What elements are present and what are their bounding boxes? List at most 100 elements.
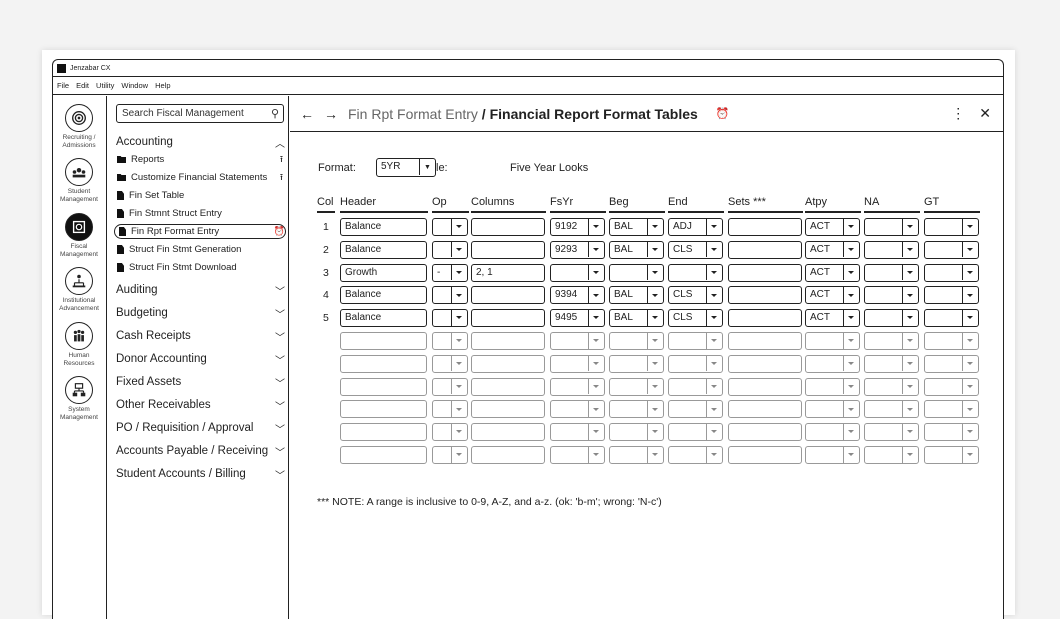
select-fsyr[interactable]: 9495 — [550, 309, 605, 328]
menu-edit[interactable]: Edit — [76, 81, 90, 90]
select-atpy[interactable]: ACT — [805, 286, 860, 305]
chevron-down-icon[interactable] — [647, 241, 663, 258]
chevron-down-icon[interactable] — [706, 401, 722, 417]
select-fsyr[interactable]: 9192 — [550, 218, 605, 236]
rail-item-4[interactable]: Institutional Advancement — [53, 267, 105, 313]
chevron-down-icon[interactable] — [588, 241, 604, 258]
select-gt[interactable] — [924, 240, 979, 259]
select-beg[interactable] — [609, 423, 664, 442]
chevron-down-icon[interactable] — [902, 287, 918, 303]
select-fsyr[interactable] — [550, 377, 605, 396]
select-fsyr[interactable] — [550, 423, 605, 442]
chevron-down-icon[interactable] — [451, 378, 467, 395]
chevron-down-icon[interactable] — [902, 424, 918, 440]
chevron-down-icon[interactable] — [843, 287, 859, 303]
chevron-down-icon[interactable] — [706, 333, 722, 349]
select-gt[interactable] — [924, 263, 979, 282]
input-columns[interactable] — [471, 286, 545, 305]
select-fsyr[interactable] — [550, 400, 605, 419]
chevron-down-icon[interactable] — [962, 355, 978, 372]
chevron-down-icon[interactable] — [706, 447, 722, 463]
chevron-down-icon[interactable] — [962, 310, 978, 326]
chevron-down-icon[interactable]: ﹀ — [275, 401, 285, 413]
select-beg[interactable] — [609, 263, 664, 282]
chevron-down-icon[interactable] — [706, 310, 722, 326]
select-na[interactable] — [864, 446, 919, 464]
chevron-down-icon[interactable] — [843, 424, 859, 440]
nav-item-1[interactable]: Reports ⭱ — [117, 152, 283, 167]
nav-section-5[interactable]: Fixed Assets ﹀ — [116, 374, 286, 390]
nav-item-2[interactable]: Customize Financial Statements ⭱ — [117, 170, 283, 185]
chevron-down-icon[interactable] — [647, 264, 663, 281]
select-beg[interactable]: BAL — [609, 309, 664, 328]
close-icon[interactable]: ✕ — [979, 105, 991, 121]
chevron-down-icon[interactable] — [647, 310, 663, 326]
search-icon[interactable]: ⚲ — [270, 108, 279, 120]
select-op[interactable] — [432, 286, 468, 305]
select-atpy[interactable]: ACT — [805, 263, 860, 282]
input-sets[interactable] — [728, 218, 802, 236]
chevron-down-icon[interactable] — [588, 401, 604, 417]
select-na[interactable] — [864, 400, 919, 419]
chevron-down-icon[interactable] — [706, 355, 722, 372]
chevron-down-icon[interactable] — [902, 333, 918, 349]
input-sets[interactable] — [728, 446, 802, 464]
select-end[interactable]: CLS — [668, 240, 723, 259]
input-header[interactable]: Balance — [340, 286, 427, 305]
nav-item-6[interactable]: Struct Fin Stmt Generation — [117, 242, 283, 257]
nav-section-1[interactable]: Auditing ﹀ — [116, 282, 286, 298]
chevron-down-icon[interactable]: ﹀ — [275, 470, 285, 482]
select-op[interactable] — [432, 377, 468, 396]
select-na[interactable] — [864, 423, 919, 442]
chevron-down-icon[interactable] — [962, 378, 978, 395]
select-atpy[interactable] — [805, 377, 860, 396]
chevron-down-icon[interactable] — [451, 355, 467, 372]
chevron-down-icon[interactable] — [843, 241, 859, 258]
select-beg[interactable] — [609, 377, 664, 396]
chevron-down-icon[interactable] — [843, 310, 859, 326]
select-fsyr[interactable] — [550, 446, 605, 464]
select-gt[interactable] — [924, 332, 979, 350]
chevron-down-icon[interactable] — [843, 219, 859, 235]
chevron-down-icon[interactable] — [451, 310, 467, 326]
chevron-down-icon[interactable] — [588, 219, 604, 235]
chevron-down-icon[interactable] — [588, 378, 604, 395]
select-na[interactable] — [864, 354, 919, 373]
chevron-down-icon[interactable]: ﹀ — [275, 309, 285, 321]
input-header[interactable] — [340, 354, 427, 373]
chevron-down-icon[interactable] — [451, 264, 467, 281]
select-op[interactable] — [432, 446, 468, 464]
chevron-down-icon[interactable] — [647, 333, 663, 349]
select-na[interactable] — [864, 309, 919, 328]
chevron-down-icon[interactable] — [706, 287, 722, 303]
chevron-down-icon[interactable] — [843, 355, 859, 372]
select-end[interactable] — [668, 263, 723, 282]
select-na[interactable] — [864, 377, 919, 396]
chevron-down-icon[interactable] — [843, 401, 859, 417]
chevron-down-icon[interactable] — [843, 447, 859, 463]
chevron-down-icon[interactable] — [962, 264, 978, 281]
nav-item-5[interactable]: Fin Rpt Format Entry ⏰ — [114, 224, 286, 239]
nav-item-7[interactable]: Struct Fin Stmt Download — [117, 260, 283, 275]
select-gt[interactable] — [924, 446, 979, 464]
chevron-down-icon[interactable] — [962, 241, 978, 258]
select-op[interactable] — [432, 354, 468, 373]
select-beg[interactable]: BAL — [609, 218, 664, 236]
input-sets[interactable] — [728, 423, 802, 442]
chevron-down-icon[interactable] — [588, 287, 604, 303]
select-beg[interactable] — [609, 332, 664, 350]
chevron-down-icon[interactable] — [843, 264, 859, 281]
select-end[interactable] — [668, 400, 723, 419]
input-header[interactable]: Growth — [340, 263, 427, 282]
chevron-down-icon[interactable] — [902, 378, 918, 395]
select-end[interactable]: CLS — [668, 286, 723, 305]
chevron-down-icon[interactable]: ▼ — [419, 159, 435, 175]
nav-section-accounting[interactable]: Accounting ︿ — [116, 134, 286, 150]
chevron-down-icon[interactable] — [451, 333, 467, 349]
menu-help[interactable]: Help — [155, 81, 171, 90]
select-gt[interactable] — [924, 286, 979, 305]
input-header[interactable] — [340, 377, 427, 396]
select-na[interactable] — [864, 263, 919, 282]
chevron-down-icon[interactable] — [588, 355, 604, 372]
chevron-down-icon[interactable] — [647, 219, 663, 235]
